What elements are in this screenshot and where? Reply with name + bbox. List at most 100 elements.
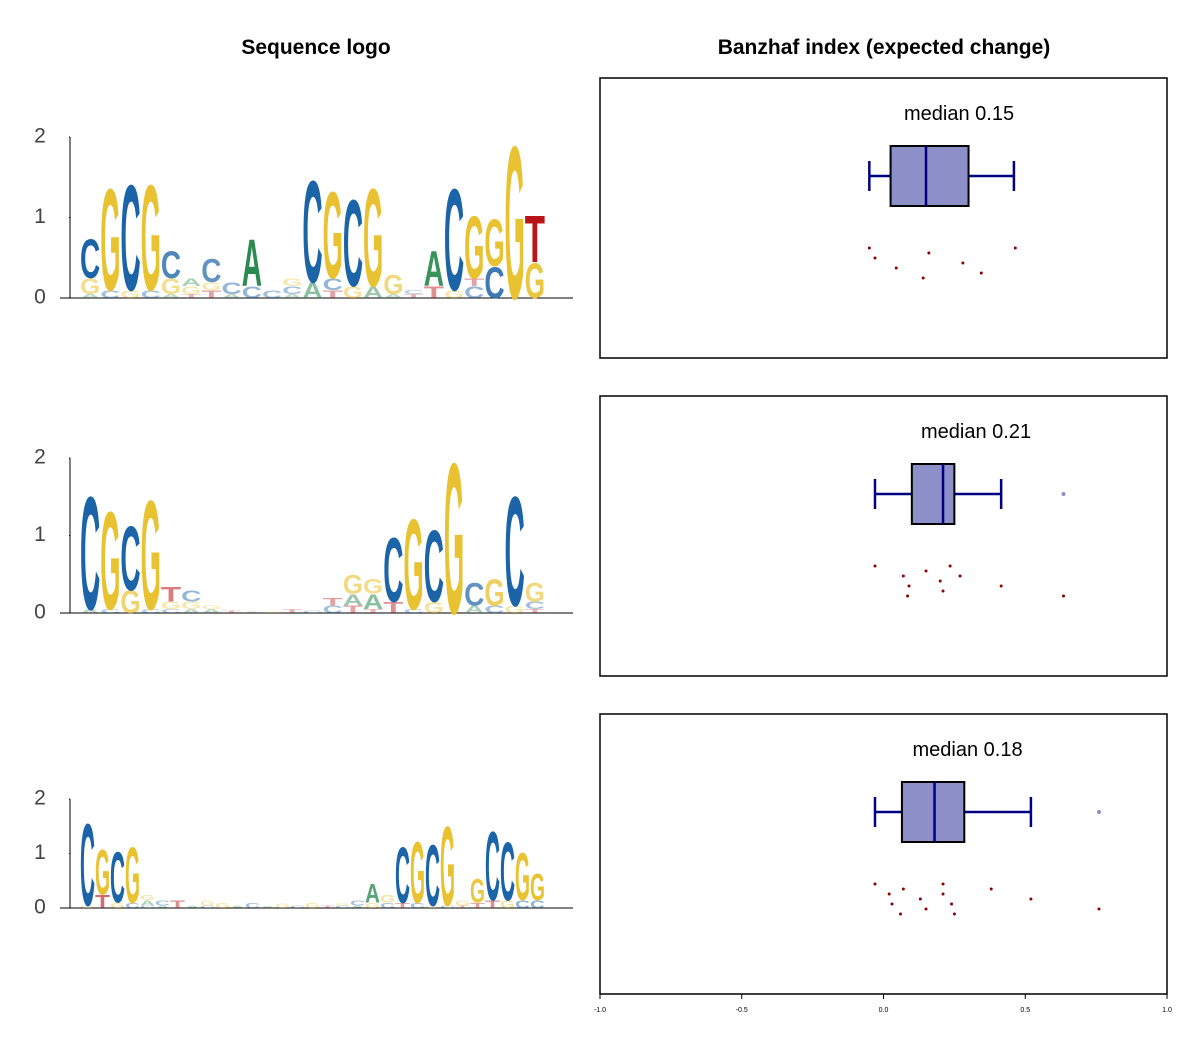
logo-letter-group: T <box>95 892 111 913</box>
data-point <box>999 584 1003 588</box>
logo-letter: A <box>161 293 181 299</box>
logo-letter-group: C <box>140 905 155 909</box>
logo-letter-group: G <box>200 899 215 907</box>
logo-letter-group: A <box>424 241 444 297</box>
panel-frame <box>599 77 1168 359</box>
logo-letter: C <box>500 824 515 917</box>
logo-letter-group: G <box>305 901 320 909</box>
logo-letter-group: T <box>403 293 424 299</box>
y-tick-label: 0 <box>34 896 46 919</box>
logo-letter-group: C <box>464 284 484 302</box>
logo-letter: C <box>302 152 322 314</box>
logo-letter: G <box>455 899 470 907</box>
logo-letter: T <box>403 293 424 299</box>
logo-letter-group: G <box>110 901 125 909</box>
logo-letter-group: G <box>365 901 380 909</box>
y-tick-label: 0 <box>34 286 46 309</box>
y-tick-label: 1 <box>34 205 46 228</box>
logo-letter: C <box>161 244 181 287</box>
logo-letter-group: C <box>323 276 343 294</box>
logo-letter-group: T <box>161 583 182 607</box>
logo-letter: C <box>262 288 282 301</box>
logo-letter: A <box>242 611 262 613</box>
logo-letter: G <box>444 288 464 301</box>
logo-letter-group: G <box>363 161 383 316</box>
logo-letter: T <box>181 293 202 299</box>
logo-letter-group: A <box>222 293 242 299</box>
logo-letter-group: G <box>181 599 201 611</box>
y-tick-label: 1 <box>34 841 46 864</box>
logo-letter-group: C <box>410 901 426 909</box>
logo-letter: A <box>80 608 100 614</box>
logo-letter: G <box>363 161 383 316</box>
logo-letter-group: C <box>444 160 464 322</box>
logo-letter-group: G <box>95 838 110 909</box>
logo-letter: G <box>275 903 290 910</box>
data-point <box>979 271 983 275</box>
logo-letter: A <box>365 879 380 909</box>
data-point <box>873 256 877 260</box>
logo-letter-group: A <box>242 225 262 300</box>
logo-letter: G <box>181 284 201 297</box>
logo-letter: G <box>440 804 455 930</box>
logo-letter-group: G <box>181 284 201 297</box>
logo-letter-group: C <box>245 901 261 909</box>
y-tick-label: 2 <box>34 446 46 469</box>
logo-letter: C <box>80 463 100 644</box>
logo-letter: G <box>120 585 140 621</box>
logo-letter: G <box>141 467 161 642</box>
logo-letter-group: G <box>363 575 383 599</box>
logo-letter-group: A <box>363 591 383 615</box>
logo-letter-group: C <box>505 463 525 638</box>
logo-letter-group: A <box>383 293 403 299</box>
logo-letter: G <box>335 902 350 906</box>
median-annotation: median 0.21 <box>921 421 1031 443</box>
logo-letter: G <box>484 573 504 615</box>
logo-letter-group: C <box>335 905 350 909</box>
data-point <box>890 902 894 906</box>
logo-letter: G <box>100 160 120 322</box>
logo-letter: C <box>290 905 305 909</box>
logo-letter: C <box>525 599 546 611</box>
data-point <box>887 892 891 896</box>
data-point <box>941 892 945 896</box>
data-point <box>958 574 962 578</box>
logo-letter-group: C <box>464 577 484 613</box>
logo-letter-group: G <box>505 100 525 344</box>
logo-letter-group: G <box>484 205 504 280</box>
logo-letter: T <box>201 288 222 301</box>
data-point <box>924 907 928 911</box>
x-tick-label: -0.5 <box>736 1007 748 1014</box>
logo-letter: C <box>245 901 261 909</box>
logo-letter: C <box>484 603 505 615</box>
logo-letter-group: G <box>464 198 484 298</box>
median-annotation: median 0.18 <box>912 739 1022 761</box>
logo-letter-group: G <box>323 166 343 304</box>
logo-letter: G <box>343 570 363 600</box>
logo-letter-group: G <box>440 804 455 930</box>
data-point <box>1029 897 1033 901</box>
logo-letter: A <box>201 608 221 614</box>
logo-letter-group: C <box>120 509 140 610</box>
logo-letter: C <box>242 284 262 302</box>
data-point <box>950 902 954 906</box>
logo-letter-group: G <box>120 288 140 301</box>
logo-letter-group: T <box>343 603 364 615</box>
logo-letter-group: G <box>500 897 515 910</box>
logo-letter: C <box>200 905 215 909</box>
logo-letter: C <box>424 509 444 623</box>
logo-letter-group: G <box>425 905 440 909</box>
logo-letter: T <box>395 901 410 909</box>
logo-letter: T <box>343 603 364 615</box>
logo-letter: G <box>470 873 485 911</box>
logo-letter: G <box>262 611 282 613</box>
logo-letter-group: G <box>282 276 302 289</box>
logo-letter: C <box>282 284 302 297</box>
logo-letter-group: G <box>161 275 181 299</box>
logo-letter: T <box>323 288 344 301</box>
logo-letter-group: C <box>242 284 262 302</box>
logo-letter-group: A <box>181 608 201 614</box>
logo-letter-group: T <box>323 288 344 301</box>
logo-letter: T <box>320 905 336 909</box>
